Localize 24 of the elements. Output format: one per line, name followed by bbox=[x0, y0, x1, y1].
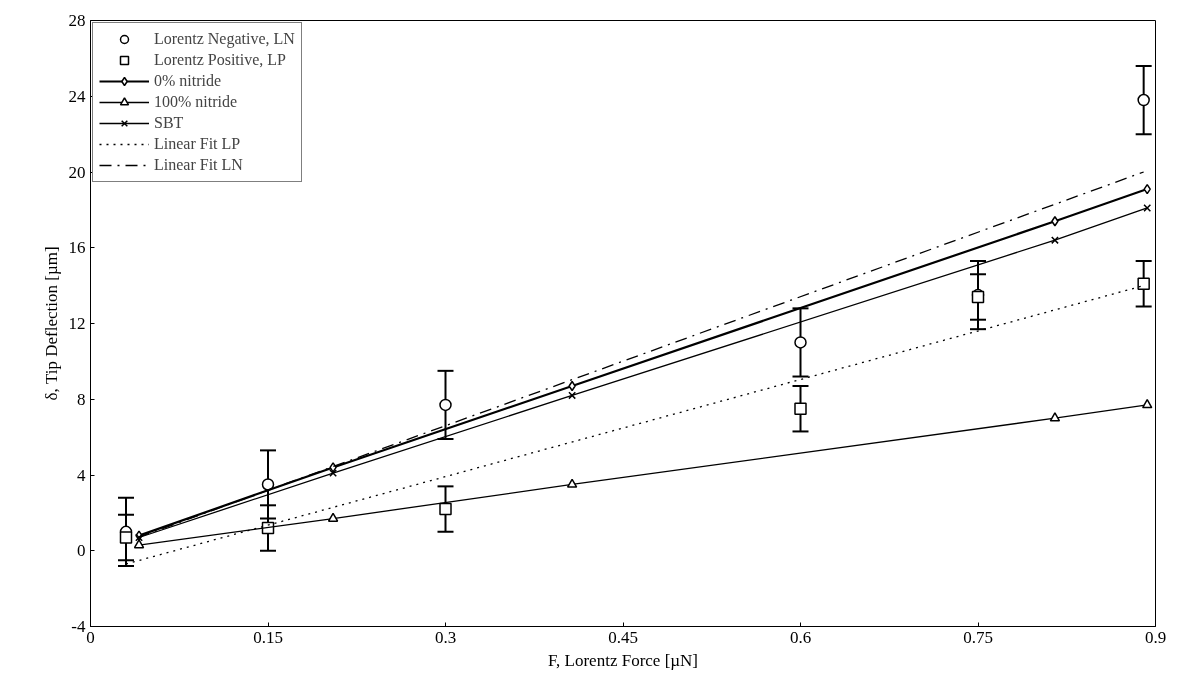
y-tick-label: 12 bbox=[68, 314, 86, 333]
y-tick-label: 4 bbox=[77, 465, 86, 485]
y-tick-label: -4 bbox=[71, 617, 86, 636]
legend-label: Linear Fit LP bbox=[154, 135, 241, 153]
x-tick-label: 0.9 bbox=[1144, 627, 1167, 647]
x-tick-label: 0.75 bbox=[963, 627, 993, 647]
y-tick-label: 20 bbox=[68, 162, 86, 182]
legend-label: 100% nitride bbox=[154, 93, 238, 111]
x-tick-label: 0.45 bbox=[608, 627, 638, 647]
x-tick-label: 0.3 bbox=[434, 627, 457, 647]
y-tick-label: 0 bbox=[77, 541, 86, 561]
x-tick-label: 0.6 bbox=[789, 627, 812, 647]
y-tick-label: 8 bbox=[77, 389, 86, 409]
x-axis-title: F, Lorentz Force [µN] bbox=[547, 650, 699, 670]
y-tick-label: 16 bbox=[68, 238, 86, 258]
legend-label: Linear Fit LN bbox=[154, 156, 243, 174]
y-axis-title: δ, Tip Deflection [µm] bbox=[41, 246, 61, 401]
x-tick-label: 0.15 bbox=[253, 627, 283, 647]
y-tick-label: 24 bbox=[68, 86, 86, 106]
y-tick-label: 28 bbox=[68, 11, 86, 30]
legend-label: 0% nitride bbox=[154, 72, 222, 90]
legend-label: Lorentz Negative, LN bbox=[154, 30, 295, 48]
legend-label: SBT bbox=[154, 114, 184, 132]
legend-label: Lorentz Positive, LP bbox=[154, 51, 286, 69]
